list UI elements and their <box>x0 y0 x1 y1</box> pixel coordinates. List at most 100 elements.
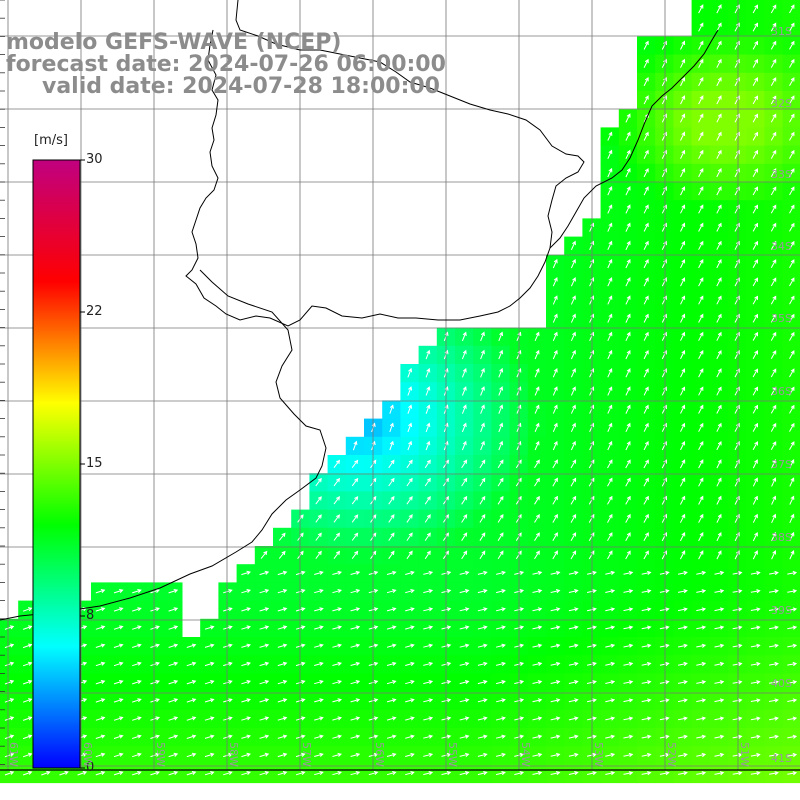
wind-arrow <box>623 643 634 648</box>
wind-arrow <box>734 277 740 287</box>
wind-arrow <box>661 95 667 105</box>
wind-arrow <box>605 734 616 739</box>
wind-arrow <box>570 368 576 378</box>
wind-arrow <box>532 607 543 612</box>
wind-arrow <box>770 131 777 141</box>
wind-arrow <box>332 661 343 666</box>
wind-arrow <box>789 513 795 524</box>
wind-arrow <box>570 404 576 414</box>
wind-arrow <box>696 625 707 630</box>
wind-arrow <box>716 386 722 396</box>
wind-arrow <box>113 771 124 776</box>
wind-arrow <box>696 771 707 776</box>
wind-arrow <box>769 625 779 630</box>
wind-arrow <box>769 771 779 776</box>
wind-arrow <box>186 716 197 721</box>
wind-arrow <box>150 643 160 648</box>
wind-arrow <box>771 531 777 542</box>
wind-arrow <box>698 204 704 214</box>
wind-arrow <box>277 680 288 685</box>
wind-arrow <box>605 680 616 685</box>
wind-arrow <box>351 550 359 559</box>
wind-arrow <box>680 440 686 451</box>
wind-arrow <box>752 186 758 196</box>
wind-arrow <box>752 531 758 542</box>
wind-arrow <box>734 404 740 414</box>
wind-arrow <box>534 331 540 342</box>
wind-arrow <box>698 76 704 87</box>
wind-arrow <box>315 496 322 505</box>
wind-arrow <box>641 607 652 612</box>
wind-arrow <box>661 331 667 341</box>
wind-arrow <box>314 698 324 703</box>
wind-arrow <box>680 368 686 378</box>
wind-arrow <box>625 440 631 451</box>
wind-arrow <box>659 570 670 576</box>
wind-arrow <box>770 404 777 414</box>
wind-arrow <box>789 422 795 432</box>
wind-arrow <box>698 531 704 542</box>
wind-arrow <box>677 752 688 758</box>
wind-arrow <box>586 698 597 703</box>
wind-arrow <box>333 532 341 541</box>
wind-arrow <box>770 149 777 159</box>
wind-arrow <box>552 550 558 560</box>
wind-arrow <box>752 459 758 469</box>
wind-arrow <box>661 76 667 87</box>
wind-arrow <box>643 167 649 178</box>
wind-arrow <box>186 643 197 648</box>
wind-arrow <box>732 698 743 703</box>
wind-arrow <box>789 441 795 451</box>
wind-arrow <box>732 771 743 776</box>
wind-arrow <box>661 495 667 505</box>
wind-arrow <box>770 295 777 305</box>
wind-arrow <box>771 477 777 487</box>
wind-arrow <box>750 589 761 594</box>
wind-arrow <box>661 440 667 451</box>
wind-arrow <box>698 95 704 105</box>
wind-arrow <box>550 680 561 685</box>
wind-arrow <box>570 240 576 251</box>
wind-arrow <box>405 607 415 612</box>
wind-arrow <box>625 368 631 378</box>
wind-arrow <box>714 589 725 594</box>
wind-arrow <box>459 589 470 594</box>
wind-arrow <box>534 349 540 360</box>
wind-arrow <box>423 643 434 648</box>
wind-arrow <box>643 76 649 87</box>
wind-arrow <box>186 680 197 685</box>
wind-arrow <box>586 734 597 739</box>
wind-arrow <box>570 459 577 469</box>
wind-arrow <box>752 295 758 305</box>
wind-arrow <box>423 734 434 739</box>
lat-label-40s: 40S <box>771 677 792 690</box>
wind-arrow <box>278 532 286 541</box>
wind-arrow <box>716 95 722 105</box>
wind-arrow <box>425 422 431 433</box>
wind-arrow <box>623 716 634 721</box>
wind-arrow <box>698 4 704 14</box>
wind-arrow <box>389 440 394 451</box>
wind-arrow <box>698 240 704 250</box>
wind-arrow <box>388 477 395 487</box>
wind-arrow <box>278 550 286 559</box>
wind-arrow <box>698 22 704 32</box>
wind-arrow <box>534 477 540 487</box>
wind-arrow <box>113 607 124 612</box>
wind-arrow <box>770 22 777 32</box>
wind-arrow <box>716 131 722 141</box>
wind-arrow <box>659 607 670 612</box>
wind-arrow <box>132 643 142 648</box>
wind-arrow <box>752 331 758 341</box>
lat-label-32s: 32S <box>771 97 792 110</box>
wind-arrow <box>423 589 434 594</box>
wind-arrow <box>406 495 413 505</box>
wind-arrow <box>716 531 722 542</box>
wind-arrow <box>680 149 686 159</box>
wind-arrow <box>734 349 740 360</box>
wind-arrow <box>789 40 795 50</box>
wind-arrow <box>4 661 15 667</box>
wind-arrow <box>770 204 777 214</box>
wind-arrow <box>625 495 631 505</box>
wind-arrow <box>477 643 488 648</box>
